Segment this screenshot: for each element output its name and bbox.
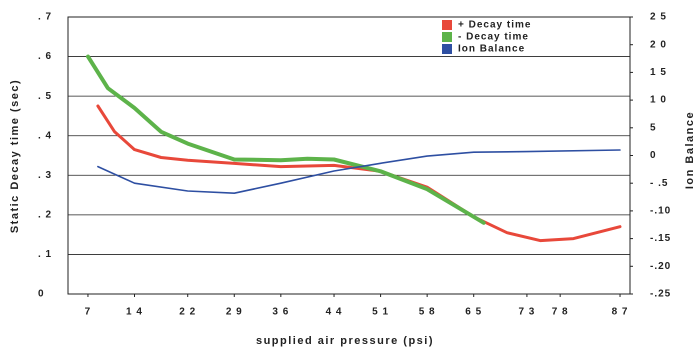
x-tick-label: 3 6: [272, 307, 289, 318]
y2-tick-label: 5: [650, 122, 657, 133]
y2-tick-label: 2 0: [650, 39, 667, 50]
legend-label: Ion Balance: [458, 44, 525, 55]
x-axis-title: supplied air pressure (psi): [256, 335, 434, 347]
y2-tick-label: -.10: [650, 206, 671, 217]
line-series: [97, 149, 621, 194]
x-tick-label: 5 8: [419, 307, 436, 318]
x-tick-label: 6 5: [465, 307, 482, 318]
x-tick-label: 7: [85, 307, 92, 318]
y-tick-label: 0: [38, 289, 45, 300]
x-tick-label: 2 2: [179, 307, 196, 318]
y2-tick-label: -.20: [650, 261, 671, 272]
legend-swatch: [442, 44, 452, 54]
x-tick-label: 7 3: [518, 307, 535, 318]
y-tick-label: . 4: [38, 130, 52, 141]
y-tick-label: . 1: [38, 249, 52, 260]
line-series: [86, 54, 486, 225]
x-tick-label: 2 9: [226, 307, 243, 318]
y2-tick-label: 1 0: [650, 95, 667, 106]
y-axis-title: Static Decay time (sec): [9, 79, 21, 233]
legend-label: - Decay time: [458, 32, 529, 43]
x-tick-label: 7 8: [552, 307, 569, 318]
x-tick-label: 4 4: [326, 307, 343, 318]
y2-tick-label: -.15: [650, 233, 671, 244]
y2-tick-label: 1 5: [650, 67, 667, 78]
y2-axis-title: Ion Balance: [684, 111, 696, 189]
line-series: [96, 104, 622, 243]
y2-tick-label: - .5: [650, 178, 668, 189]
plot-frame: [67, 16, 631, 295]
y-tick-label: . 2: [38, 209, 52, 220]
legend-label: + Decay time: [458, 20, 531, 31]
y2-tick-label: 0: [650, 150, 657, 161]
y2-tick-label: 2 5: [650, 12, 667, 23]
legend-swatch: [442, 32, 452, 42]
y2-tick-label: -.25: [650, 289, 671, 300]
x-tick-label: 1 4: [126, 307, 143, 318]
x-tick-label: 8 7: [612, 307, 629, 318]
x-tick-label: 5 1: [372, 307, 389, 318]
legend-swatch: [442, 20, 452, 30]
y-tick-label: . 5: [38, 91, 52, 102]
y-tick-label: . 7: [38, 12, 52, 23]
y-tick-label: . 3: [38, 170, 52, 181]
y-tick-label: . 6: [38, 51, 52, 62]
